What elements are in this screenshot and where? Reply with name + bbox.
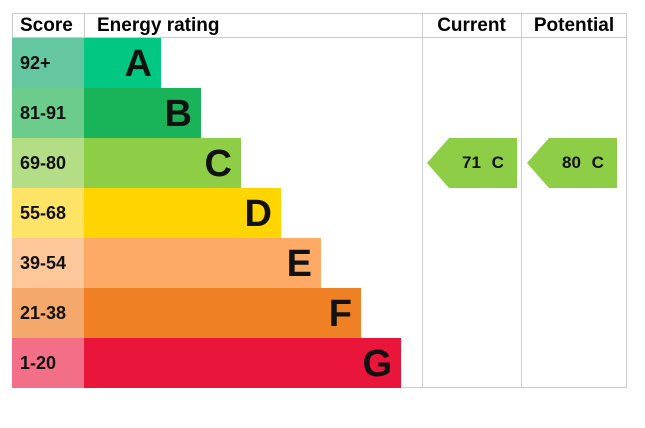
- frame-top-line: [12, 13, 627, 14]
- current-rating-label: 71 C: [462, 153, 504, 172]
- potential-rating-label: 80 C: [562, 153, 604, 172]
- rating-letter-b: B: [164, 93, 192, 135]
- rating-bar-c: C: [84, 138, 241, 188]
- score-cell-g: 1-20: [12, 338, 84, 388]
- score-column-divider: [84, 13, 85, 38]
- rating-letter-a: A: [124, 43, 152, 85]
- header-divider-line: [12, 37, 627, 38]
- potential-header: Potential: [533, 15, 615, 36]
- rating-letter-d: D: [244, 193, 272, 235]
- potential-arrow-shape: [527, 138, 617, 188]
- score-cell-a: 92+: [12, 38, 84, 88]
- current-header: Current: [437, 15, 506, 36]
- potential-column-divider: [521, 13, 522, 388]
- potential-rating-arrow: 80 C: [527, 138, 617, 188]
- current-column-divider: [422, 13, 423, 388]
- rating-letter-f: F: [328, 293, 352, 335]
- rating-bar-f: F: [84, 288, 361, 338]
- current-rating-arrow: 71 C: [427, 138, 517, 188]
- energy-rating-header: Energy rating: [97, 15, 220, 36]
- score-cell-c: 69-80: [12, 138, 84, 188]
- score-cell-b: 81-91: [12, 88, 84, 138]
- rating-bar-g: G: [84, 338, 401, 388]
- score-cell-e: 39-54: [12, 238, 84, 288]
- rating-bar-d: D: [84, 188, 281, 238]
- epc-chart: Score Energy rating Current Potential 92…: [12, 13, 627, 388]
- score-header: Score: [20, 15, 73, 36]
- rating-letter-g: G: [362, 343, 392, 385]
- frame-right-line: [626, 13, 627, 388]
- rating-bar-b: B: [84, 88, 201, 138]
- rating-bar-e: E: [84, 238, 321, 288]
- rating-letter-c: C: [204, 143, 232, 185]
- rating-letter-e: E: [286, 243, 312, 285]
- current-arrow-shape: [427, 138, 517, 188]
- score-cell-d: 55-68: [12, 188, 84, 238]
- rating-bar-a: A: [84, 38, 161, 88]
- score-cell-f: 21-38: [12, 288, 84, 338]
